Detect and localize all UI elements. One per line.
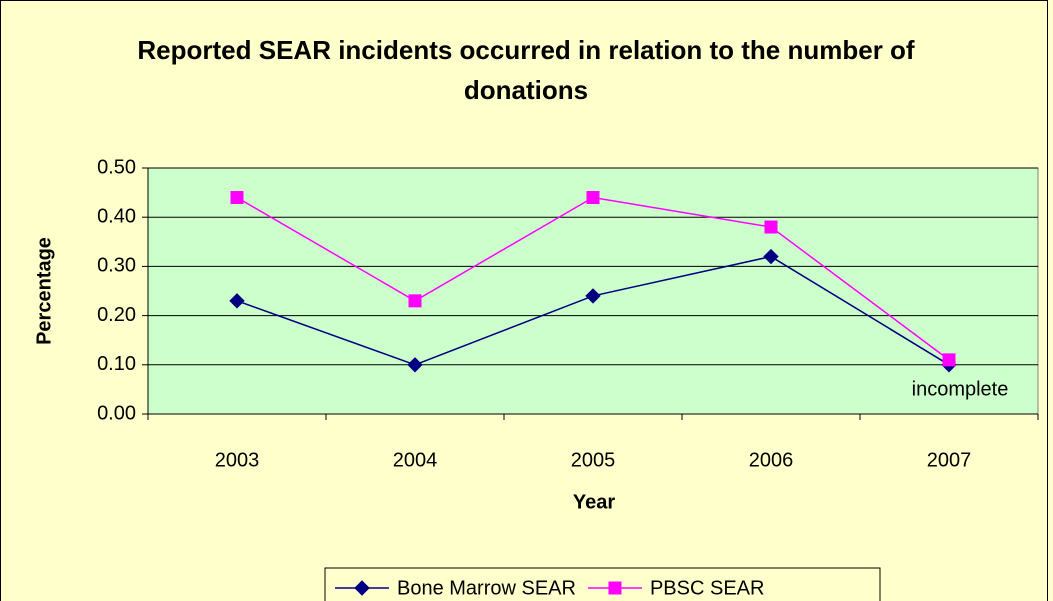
marker — [763, 248, 779, 265]
y-tick-label: 0.30 — [97, 255, 136, 277]
chart-title: Reported SEAR incidents occurred in rela… — [137, 35, 915, 105]
x-tick-label: 2007 — [927, 449, 972, 471]
legend-box — [324, 567, 881, 601]
y-tick-label: 0.20 — [97, 304, 136, 326]
marker — [230, 191, 244, 205]
x-tick-label: 2003 — [215, 449, 260, 471]
x-axis-label: Year — [573, 491, 615, 513]
marker — [229, 293, 245, 309]
legend-label: Bone Marrow SEAR — [397, 577, 576, 599]
marker — [407, 357, 423, 373]
x-tick-label: 2005 — [571, 449, 616, 471]
legend-marker — [354, 580, 370, 596]
legend-marker — [608, 581, 622, 595]
marker — [585, 288, 601, 304]
y-tick-label: 0.10 — [97, 353, 136, 375]
x-tick-label: 2006 — [749, 449, 794, 471]
y-tick-label: 0.50 — [97, 156, 136, 178]
marker — [942, 353, 956, 367]
legend: Bone Marrow SEAR PBSC SEAR — [324, 567, 881, 601]
y-tick-label: 0.00 — [97, 402, 136, 424]
marker — [764, 220, 778, 234]
y-tick-label: 0.40 — [97, 205, 136, 227]
marker — [408, 294, 422, 308]
x-tick-label: 2004 — [393, 449, 438, 471]
legend-label: PBSC SEAR — [650, 577, 764, 599]
annotation: incomplete — [912, 378, 1009, 400]
y-axis-label: Percentage — [33, 237, 55, 345]
marker — [586, 191, 600, 205]
